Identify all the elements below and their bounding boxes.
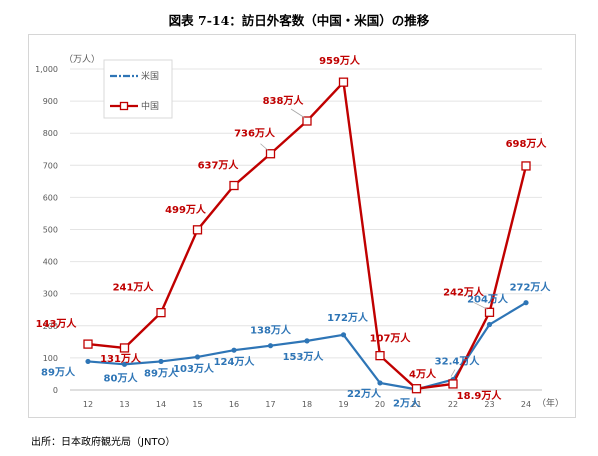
data-label-us: 89万人 [144, 366, 179, 379]
source-note: 出所：日本政府観光局（JNTO） [31, 437, 176, 448]
leader-lines [260, 108, 488, 377]
point-us [194, 354, 201, 360]
point-china [375, 351, 385, 361]
point-china [338, 77, 349, 87]
data-label-china: 143万人 [36, 317, 78, 330]
legend-box [103, 59, 173, 119]
x-tick-label: 13 [119, 400, 129, 409]
data-label-china: 242万人 [443, 285, 485, 298]
data-label-china: 736万人 [234, 127, 276, 140]
data-label-us: 172万人 [327, 311, 369, 324]
x-tick-label: 22 [448, 400, 458, 409]
x-tick-label: 12 [83, 400, 93, 409]
data-label-us: 80万人 [104, 371, 139, 384]
data-label-us: 124万人 [214, 355, 256, 368]
y-axis-ticks: 0 100 200 300 400 500 600 700 800 900 1,000 [35, 65, 58, 395]
series-group [83, 77, 531, 394]
data-label-china: 241万人 [113, 281, 155, 294]
point-china [192, 225, 203, 235]
data-label-china: 131万人 [100, 352, 142, 365]
point-china [411, 384, 422, 394]
point-us [304, 338, 310, 344]
data-label-us: 89万人 [41, 365, 76, 378]
y-axis-unit: （万人） [64, 54, 100, 65]
x-tick-label: 18 [302, 400, 312, 409]
data-label-china: 637万人 [198, 159, 240, 172]
data-label-china: 838万人 [263, 94, 305, 107]
point-us [340, 332, 347, 338]
y-tick-label: 400 [43, 258, 58, 267]
leader-line [290, 108, 306, 119]
x-tick-label: 19 [338, 400, 348, 409]
data-label-china: 18.9万人 [457, 389, 503, 402]
point-china [119, 343, 130, 353]
x-tick-label: 23 [484, 400, 494, 409]
point-us [158, 358, 164, 365]
data-label-us: 2万人 [393, 396, 421, 409]
y-tick-label: 100 [43, 354, 58, 363]
point-china [83, 339, 93, 349]
leader-line [473, 301, 488, 310]
y-tick-label: 300 [43, 290, 58, 299]
leader-line [260, 143, 269, 152]
data-label-us: 204万人 [467, 293, 509, 306]
x-tick-label: 20 [375, 400, 385, 409]
y-tick-label: 900 [43, 97, 58, 106]
legend-swatch-china-marker [119, 101, 129, 111]
point-china [484, 307, 495, 317]
point-us [121, 361, 128, 367]
data-label-us: 22万人 [347, 387, 382, 400]
legend-label-us: 米国 [141, 70, 159, 82]
data-label-china: 4万人 [409, 368, 437, 381]
y-tick-label: 700 [43, 161, 58, 170]
point-us [85, 358, 91, 365]
point-us [486, 321, 493, 328]
y-tick-label: 600 [43, 193, 58, 202]
y-tick-label: 0 [53, 386, 58, 395]
data-label-china: 107万人 [370, 332, 412, 345]
point-us [267, 343, 274, 349]
point-us [523, 300, 529, 306]
legend: 米国 中国 [103, 59, 173, 119]
data-label-us: 153万人 [283, 350, 325, 363]
data-label-china: 499万人 [165, 203, 207, 216]
data-label-china: 959万人 [319, 54, 361, 67]
point-china [521, 161, 531, 171]
x-axis-unit: （年） [537, 397, 564, 409]
x-tick-label: 15 [192, 400, 202, 409]
data-label-us: 32.4万人 [435, 355, 481, 368]
data-label-us: 103万人 [173, 362, 215, 375]
chart-frame [28, 34, 576, 418]
point-china [448, 379, 458, 389]
x-tick-label: 17 [265, 400, 275, 409]
data-label-us: 272万人 [510, 281, 552, 294]
leader-line [450, 369, 456, 377]
x-tick-label: 14 [156, 400, 166, 409]
legend-label-china: 中国 [141, 100, 159, 112]
point-us [231, 347, 237, 353]
y-tick-label: 500 [43, 226, 58, 235]
y-tick-label: 200 [43, 322, 58, 331]
x-tick-label: 24 [521, 400, 531, 409]
point-china [302, 116, 312, 126]
y-tick-label: 1,000 [35, 65, 58, 74]
data-label-us: 138万人 [250, 324, 292, 337]
point-china [156, 307, 166, 318]
point-china [229, 180, 239, 191]
x-axis-ticks: 12 13 14 15 16 17 18 19 20 21 22 23 24 [83, 400, 531, 409]
y-tick-label: 800 [43, 129, 58, 138]
chart-title: 図表 7-14：訪日外客数（中国・米国）の推移 [168, 13, 430, 28]
x-tick-label: 21 [411, 400, 421, 409]
point-china [265, 149, 276, 159]
data-label-china: 698万人 [506, 137, 548, 150]
point-us [377, 380, 383, 386]
x-tick-label: 16 [229, 400, 239, 409]
